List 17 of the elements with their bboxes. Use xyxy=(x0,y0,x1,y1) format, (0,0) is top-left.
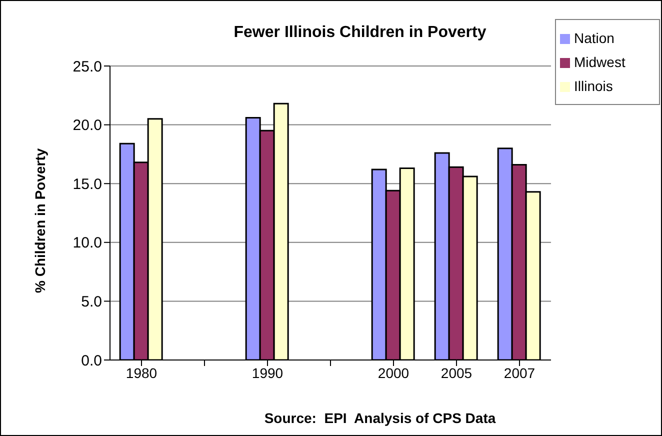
y-axis-title: % Children in Poverty xyxy=(32,148,48,293)
legend-label: Midwest xyxy=(574,54,626,70)
y-tick-label: 20.0 xyxy=(72,117,102,134)
y-tick-label: 25.0 xyxy=(72,58,102,76)
x-tick-label: 2000 xyxy=(378,364,410,381)
legend-label: Illinois xyxy=(574,78,613,94)
source-note: Source: EPI Analysis of CPS Data xyxy=(263,410,497,426)
legend-label: Nation xyxy=(574,30,614,46)
y-tick-label: 5.0 xyxy=(81,294,102,311)
chart-title: Fewer Illinois Children in Poverty xyxy=(234,24,486,41)
y-tick-label: 10.0 xyxy=(72,234,102,252)
x-tick-label: 1980 xyxy=(126,364,158,381)
x-tick-label: 2007 xyxy=(504,364,536,381)
y-tick-label: 0.0 xyxy=(81,352,102,370)
x-tick-label: 2005 xyxy=(440,364,472,381)
y-tick-label: 15.0 xyxy=(72,176,102,193)
x-tick-label: 1990 xyxy=(252,364,284,381)
